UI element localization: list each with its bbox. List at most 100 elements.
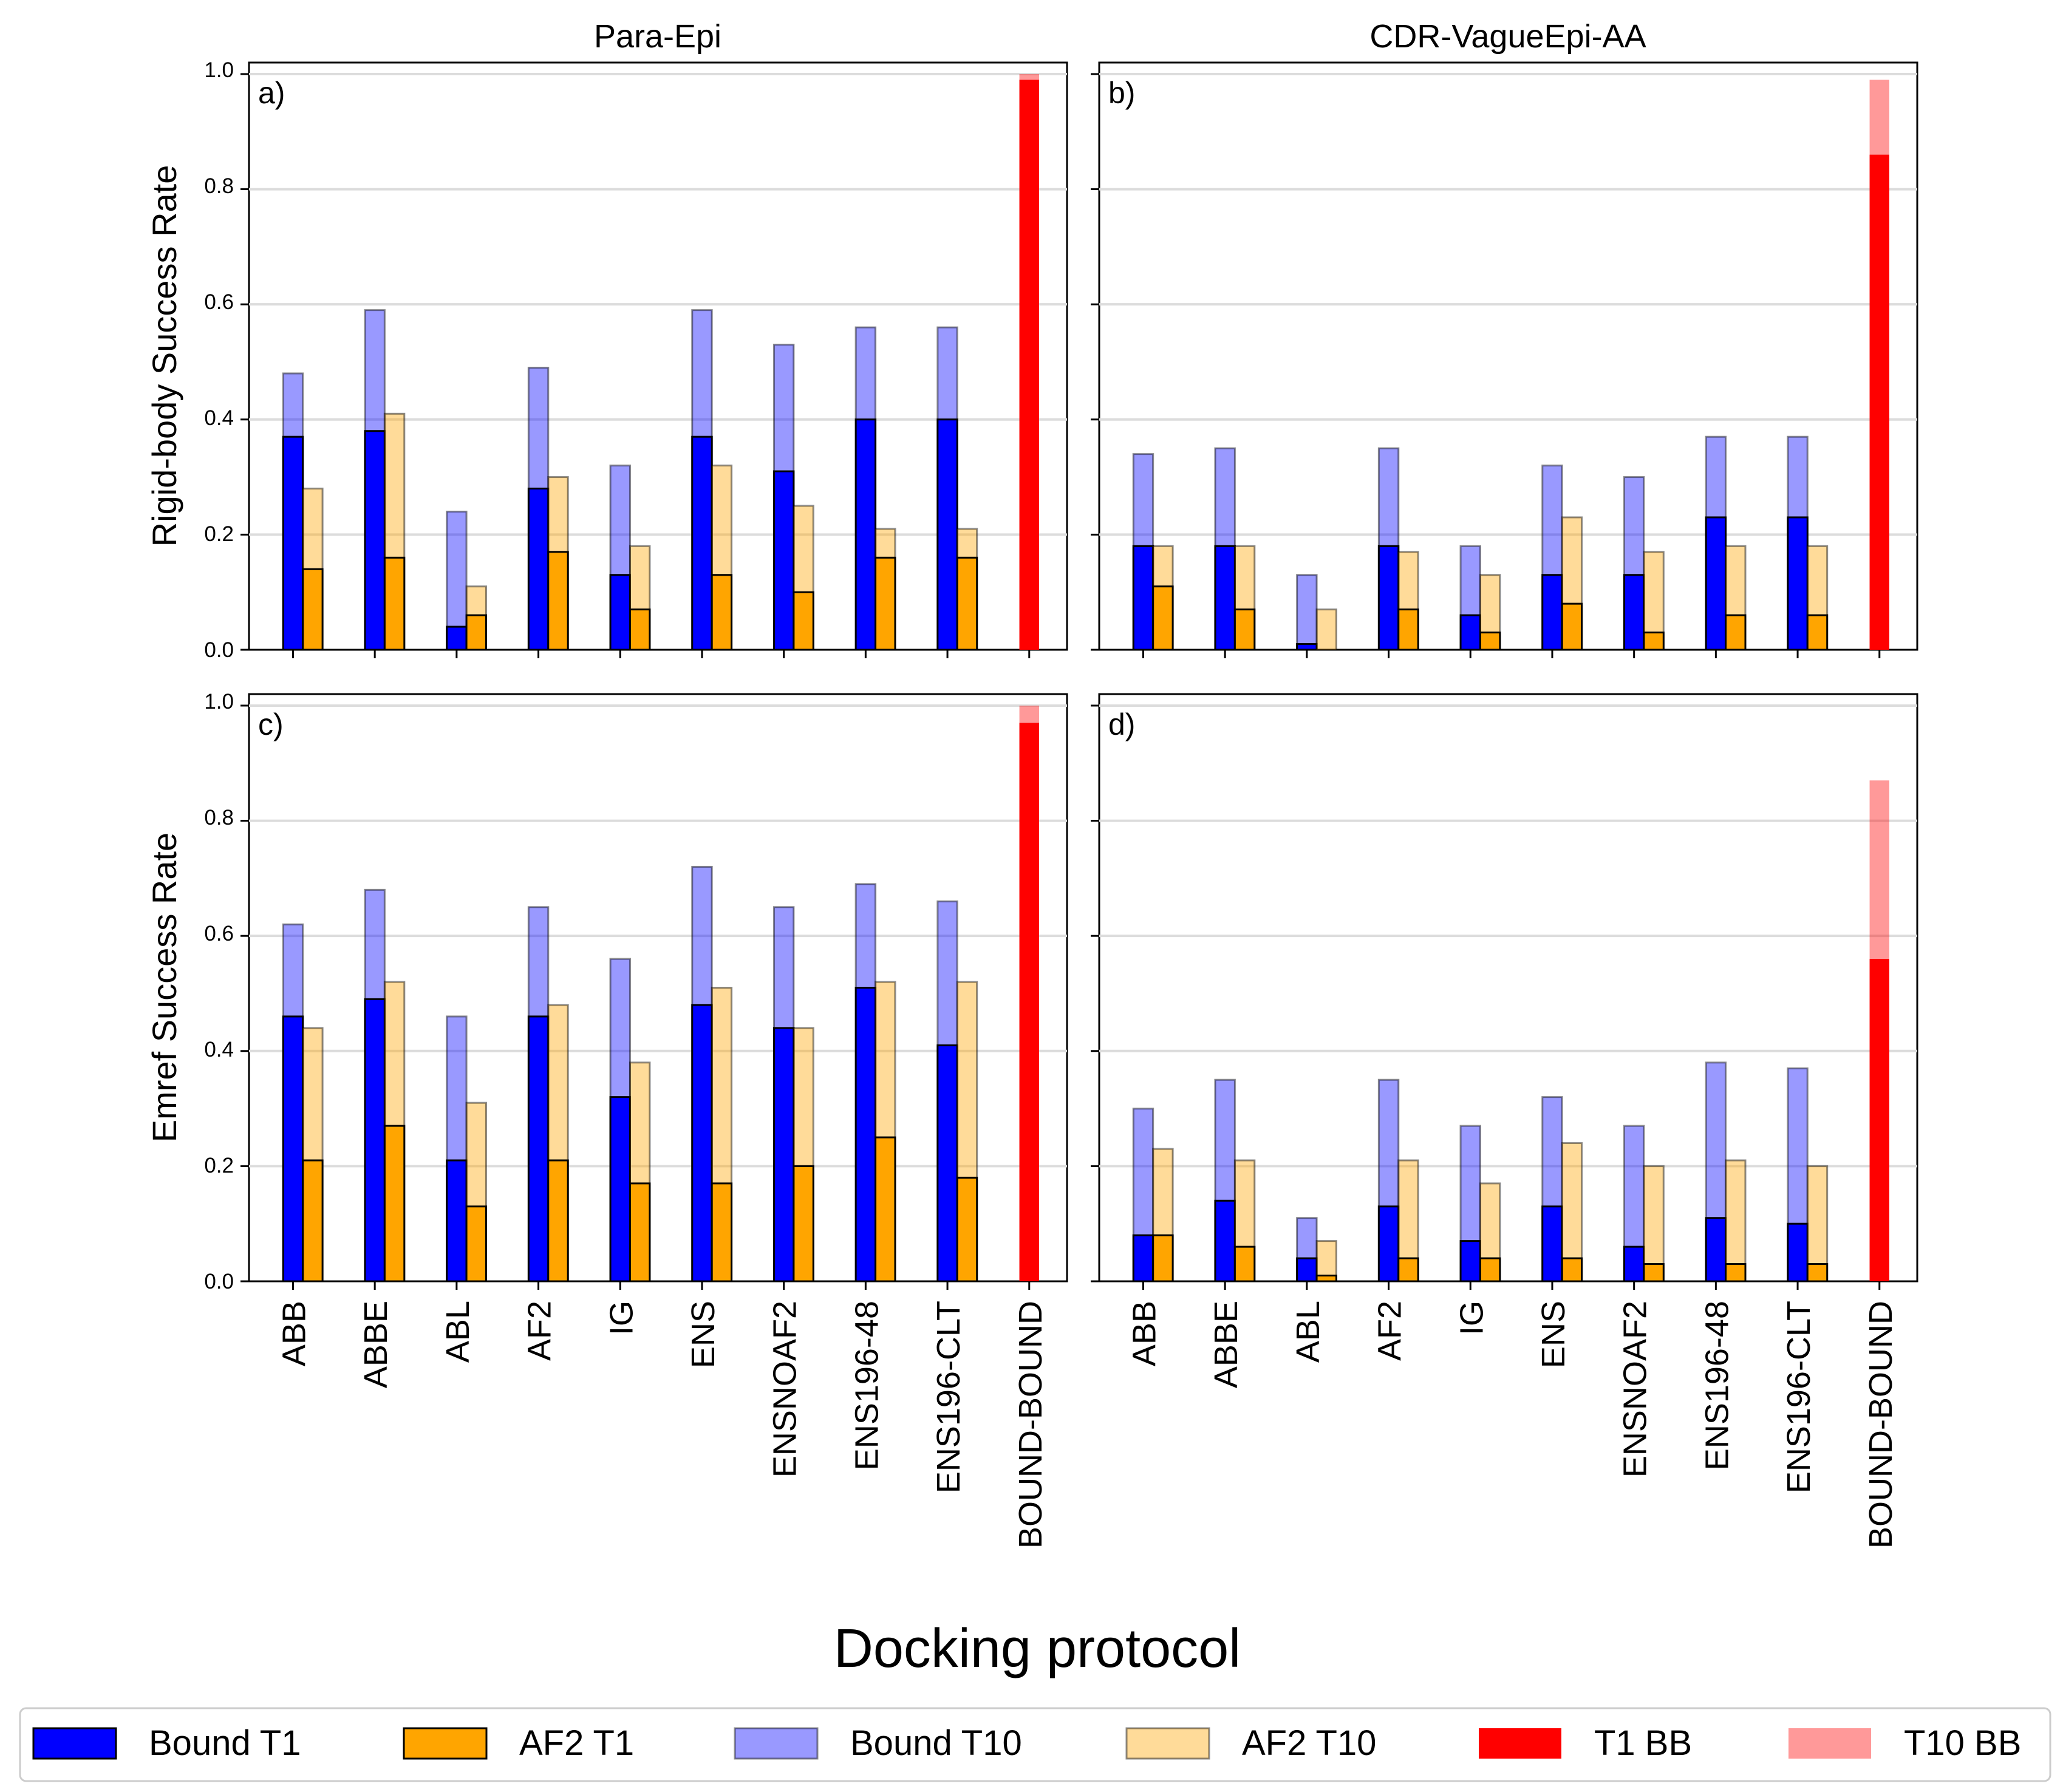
bar-af2-t1 xyxy=(1561,602,1583,651)
bar-af2-t1 xyxy=(1397,608,1419,651)
legend-swatch xyxy=(1789,1728,1871,1759)
bar-af2-t1 xyxy=(1152,1234,1174,1283)
x-tick-label: ABB xyxy=(276,1301,312,1366)
panel-d-label: d) xyxy=(1108,707,1135,741)
x-tick-label: ENS xyxy=(685,1301,721,1368)
bar-af2-t1 xyxy=(383,556,406,651)
bar-af2-t1 xyxy=(1479,632,1501,651)
bar-af2-t10 xyxy=(1315,1240,1338,1283)
bar-af2-t1 xyxy=(793,591,814,651)
bar-af2-t1 xyxy=(1233,608,1256,651)
panel-a-ytick-0: 0.0 xyxy=(204,638,234,662)
bar-bound-t1 xyxy=(609,1096,631,1283)
panel-b-frame xyxy=(1098,61,1918,651)
bar-bound-t1 xyxy=(446,1159,468,1283)
bar-af2-t1 xyxy=(1397,1257,1419,1283)
x-tick-label: ENSNOAF2 xyxy=(1617,1301,1654,1477)
panel-b: CDR-VagueEpi-AA b) xyxy=(1098,18,1918,651)
legend-label: T10 BB xyxy=(1904,1723,2021,1763)
panel-a-ytick-3: 0.6 xyxy=(204,290,234,314)
bar-t1-bb xyxy=(1019,723,1039,1281)
bar-bound-t1 xyxy=(1459,614,1481,651)
bar-af2-t10 xyxy=(1806,1165,1829,1283)
bar-af2-t1 xyxy=(1643,1263,1665,1283)
bar-bound-t1 xyxy=(527,488,550,651)
legend-label: Bound T10 xyxy=(850,1723,1022,1763)
legend-swatch xyxy=(1125,1727,1210,1760)
bar-bound-t1 xyxy=(1787,516,1809,651)
panel-a-plot xyxy=(240,72,1067,658)
bar-bound-t1 xyxy=(527,1015,550,1283)
panel-d-plot: ABB ABBE ABL AF2 IG ENS ENSNOAF2 ENS196-48 ENS19… xyxy=(1091,704,1917,1548)
x-tick-label: ENSNOAF2 xyxy=(767,1301,803,1477)
bar-bound-t1 xyxy=(1623,1245,1645,1283)
bar-bound-t1 xyxy=(446,625,468,651)
bar-af2-t1 xyxy=(1643,632,1665,651)
x-tick-label: BOUND-BOUND xyxy=(1012,1301,1049,1548)
bar-af2-t1 xyxy=(547,551,569,651)
panel-a-ytick-1: 0.2 xyxy=(204,522,234,546)
bar-af2-t10 xyxy=(1315,608,1338,651)
plot-layer: ABB ABBE ABL AF2 IG ENS ENSNOAF2 ENS196-48 ENS19… xyxy=(240,72,1917,1548)
bar-af2-t1 xyxy=(1725,1263,1747,1283)
bar-bound-t1 xyxy=(364,998,386,1283)
bar-af2-t1 xyxy=(1806,614,1829,651)
panel-b-title: CDR-VagueEpi-AA xyxy=(1369,18,1646,55)
panel-a-title: Para-Epi xyxy=(594,18,721,55)
panel-c-ytick-4: 0.8 xyxy=(204,806,234,830)
panel-c-ytick-0: 0.0 xyxy=(204,1270,234,1293)
panel-d: d) xyxy=(1098,693,1918,1283)
bar-t1-bb xyxy=(1869,154,1889,650)
legend-label: AF2 T10 xyxy=(1242,1723,1376,1763)
panel-c-ytick-1: 0.2 xyxy=(204,1154,234,1177)
panel-a-ytick-5: 1.0 xyxy=(204,58,234,82)
panel-c-ytick-2: 0.4 xyxy=(204,1038,234,1061)
x-tick-label: AF2 xyxy=(1372,1301,1408,1361)
bar-af2-t1 xyxy=(547,1159,569,1283)
bar-bound-t1 xyxy=(1541,574,1563,651)
bar-af2-t1 xyxy=(629,1182,651,1283)
bar-bound-t1 xyxy=(854,987,877,1283)
panel-a-label: a) xyxy=(258,76,285,110)
x-tick-label: BOUND-BOUND xyxy=(1863,1301,1899,1548)
legend-label: T1 BB xyxy=(1594,1723,1692,1763)
legend-label: Bound T1 xyxy=(149,1723,301,1763)
bar-bound-t1 xyxy=(609,574,631,651)
panel-c: c) Emref Success Rate 0.0 0.2 0.4 0.6 0.… xyxy=(145,690,1068,1293)
legend-label: AF2 T1 xyxy=(519,1723,634,1763)
x-tick-label: ENS xyxy=(1535,1301,1572,1368)
bar-af2-t1 xyxy=(711,574,733,651)
bar-af2-t1 xyxy=(1315,1275,1338,1283)
bar-bound-t1 xyxy=(1459,1240,1481,1283)
legend-swatch xyxy=(403,1727,488,1760)
bar-bound-t1 xyxy=(1296,643,1318,651)
bar-af2-t1 xyxy=(1233,1245,1256,1283)
x-tick-label: ABB xyxy=(1126,1301,1162,1366)
bar-af2-t1 xyxy=(383,1125,406,1283)
x-tick-label: ENS196-48 xyxy=(848,1301,885,1470)
panel-c-ylabel: Emref Success Rate xyxy=(145,833,183,1142)
bar-t1-bb xyxy=(1869,959,1889,1281)
bar-bound-t10 xyxy=(1296,574,1318,651)
panel-c-plot: ABB ABBE ABL AF2 IG ENS ENSNOAF2 ENS196-48 ENS19… xyxy=(240,704,1067,1548)
bar-af2-t1 xyxy=(793,1165,814,1283)
bar-af2-t1 xyxy=(302,1159,324,1283)
bar-bound-t1 xyxy=(364,430,386,651)
legend-frame xyxy=(19,1707,2051,1782)
panel-c-ytick-3: 0.6 xyxy=(204,922,234,945)
panel-a-ytick-4: 0.8 xyxy=(204,174,234,198)
x-tick-label: IG xyxy=(603,1301,639,1335)
bar-bound-t1 xyxy=(282,435,304,651)
bar-bound-t1 xyxy=(772,470,795,651)
bar-bound-t1 xyxy=(691,1004,713,1283)
x-tick-label: ABL xyxy=(1290,1301,1326,1363)
bar-bound-t1 xyxy=(691,435,713,651)
bar-bound-t1 xyxy=(1705,516,1727,651)
bar-bound-t1 xyxy=(1623,574,1645,651)
bar-bound-t1 xyxy=(282,1015,304,1283)
panel-a-frame xyxy=(248,61,1068,651)
bar-af2-t1 xyxy=(302,568,324,651)
bar-bound-t1 xyxy=(854,418,877,651)
bar-af2-t1 xyxy=(956,556,978,651)
x-tick-label: IG xyxy=(1453,1301,1490,1335)
